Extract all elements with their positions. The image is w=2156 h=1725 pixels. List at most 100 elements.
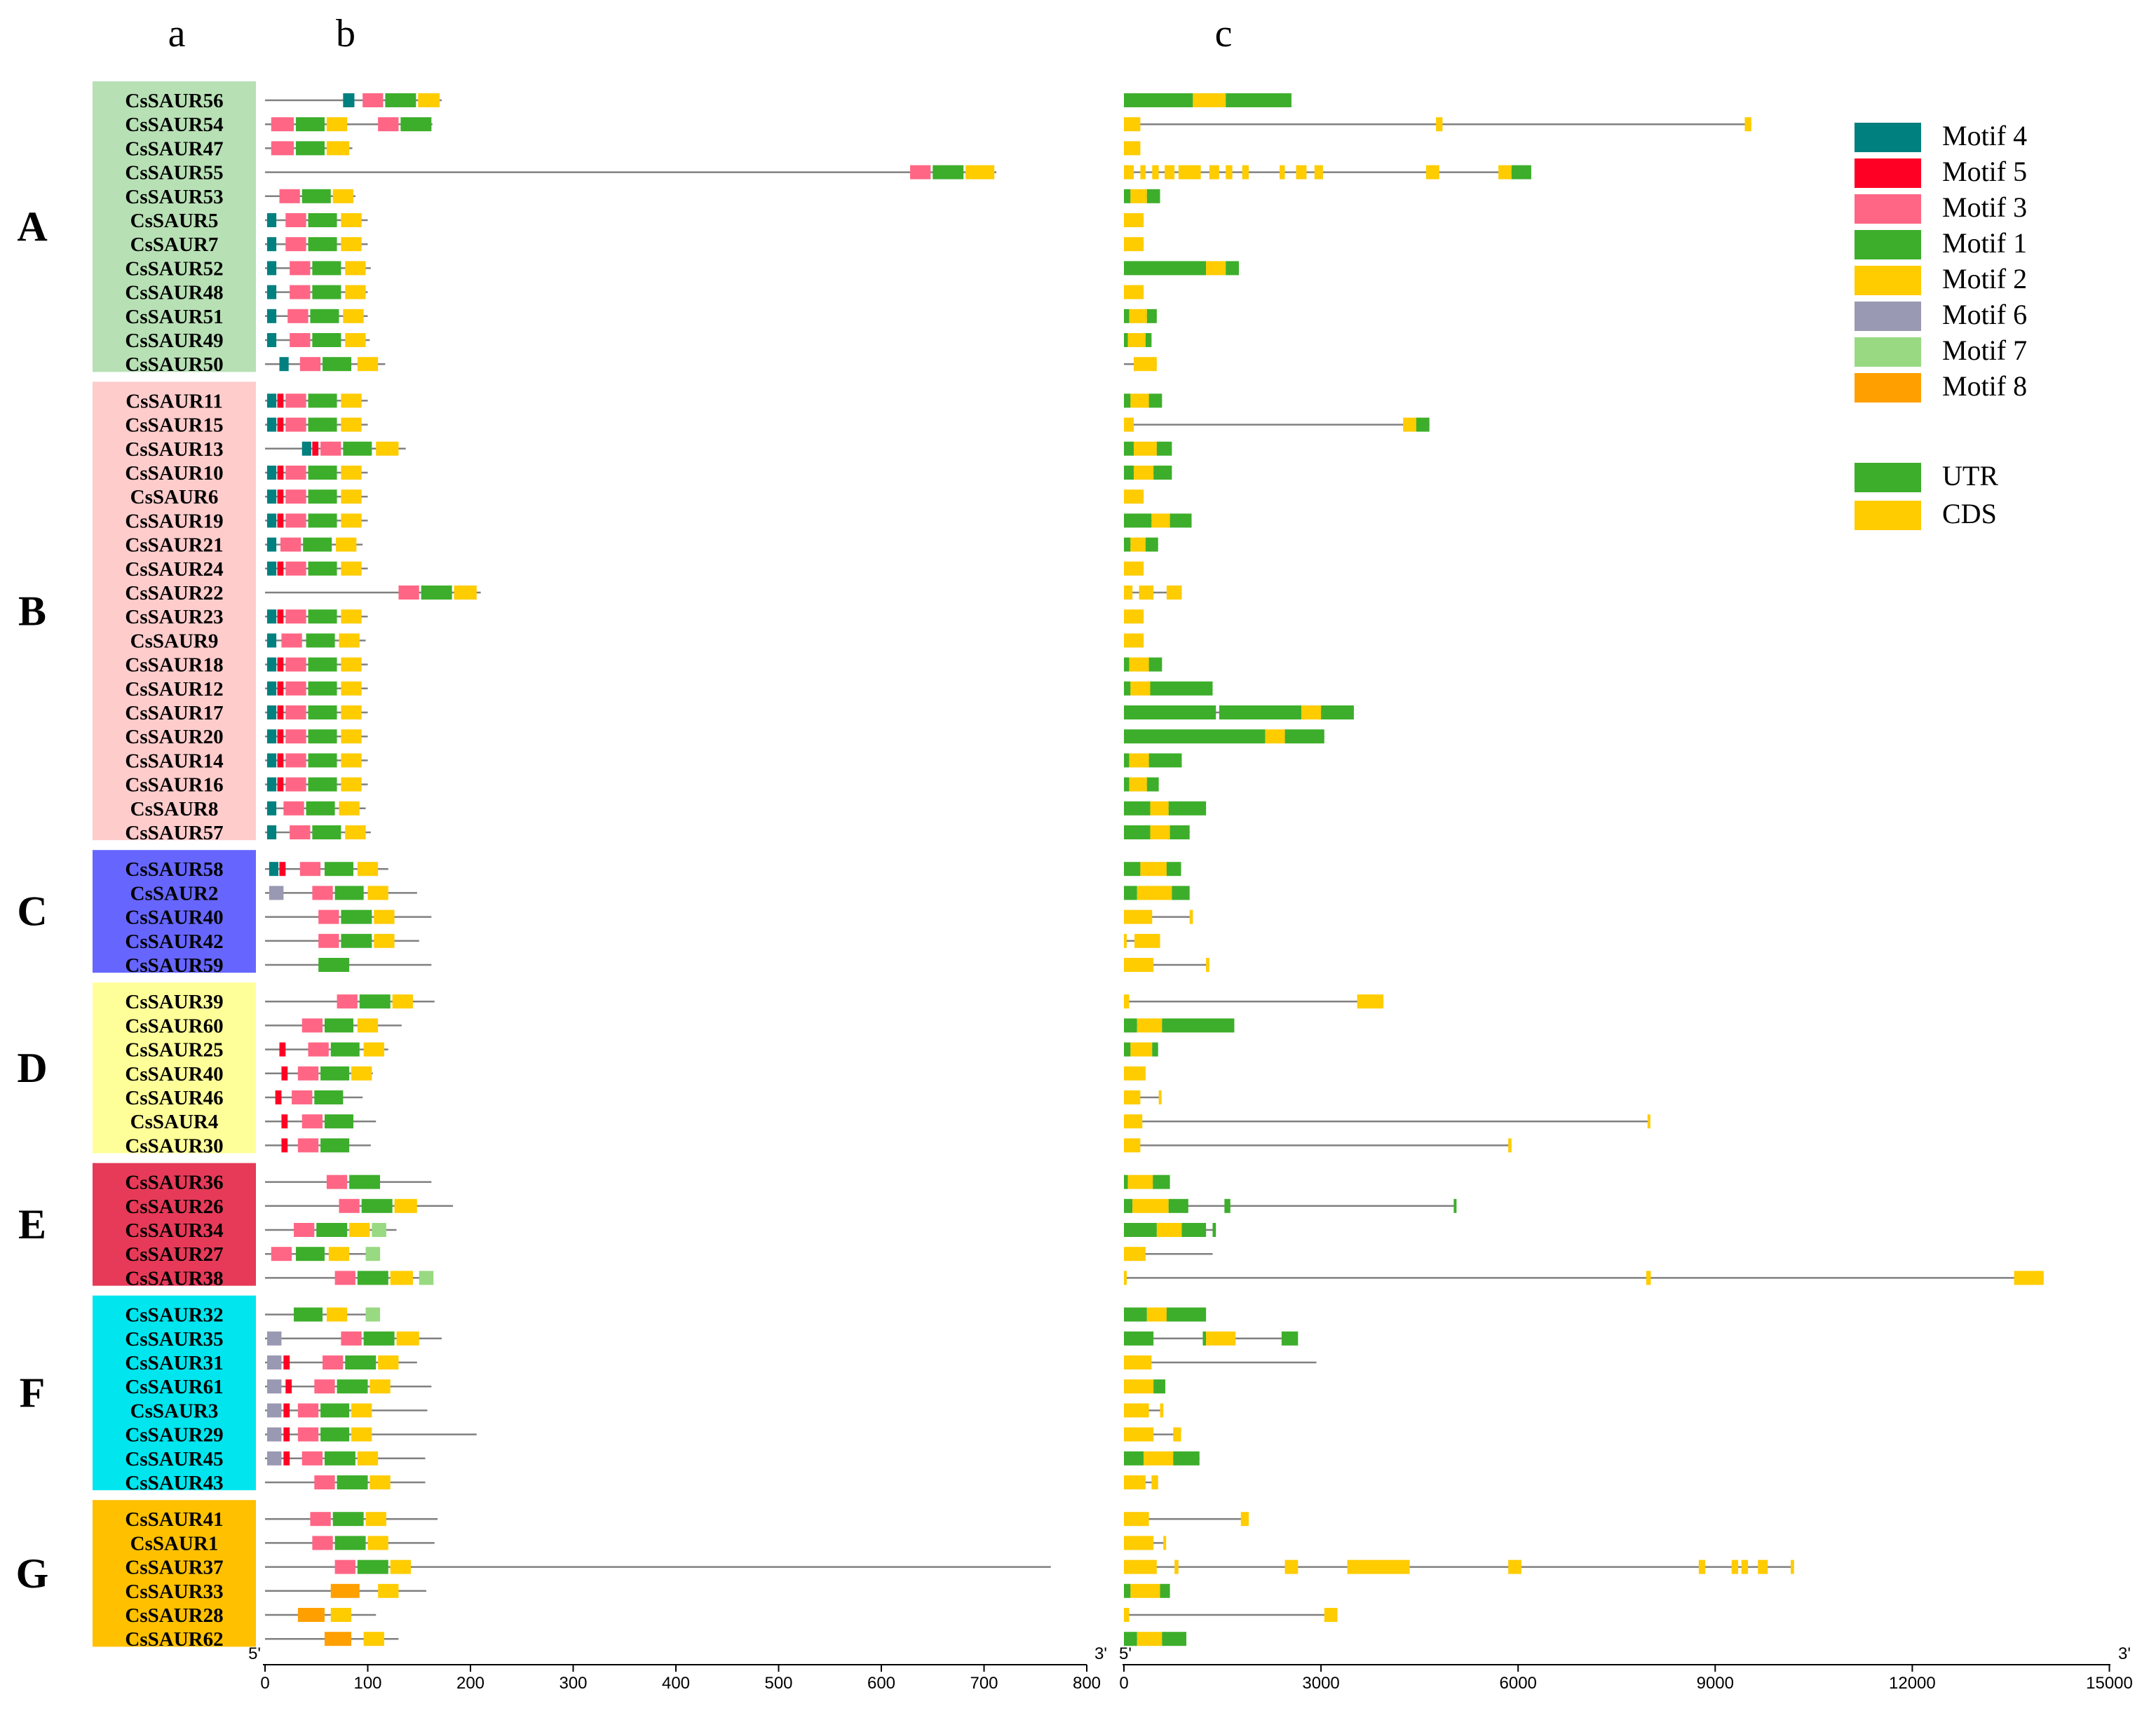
motif-2-block	[376, 441, 399, 456]
cds-block	[1124, 1512, 1149, 1527]
utr-block	[1146, 189, 1160, 203]
motif-4-block	[266, 681, 277, 696]
utr-block	[1511, 165, 1531, 180]
motif-1-block	[314, 1090, 344, 1104]
motif-1-block	[306, 801, 335, 816]
motif-1-block	[308, 729, 337, 744]
cds-block	[1124, 213, 1144, 227]
motif-track	[265, 441, 406, 456]
gene-track	[1124, 609, 1144, 624]
motif-4-block	[266, 333, 277, 347]
gene-name: CsSAUR46	[125, 1087, 223, 1109]
gene-track	[1124, 393, 1162, 408]
motif-track	[265, 1403, 428, 1418]
cds-block	[1130, 537, 1146, 552]
motif-axis-tick-label: 800	[1073, 1674, 1101, 1693]
motif-track	[265, 705, 368, 719]
motif-1-block	[334, 1536, 366, 1550]
cds-block	[1174, 1560, 1179, 1574]
motif-4-block	[266, 777, 277, 792]
legend-label-motif-8: Motif 8	[1942, 370, 2027, 402]
motif-5-block	[283, 1427, 290, 1442]
utr-block	[1124, 309, 1130, 323]
motif-3-block	[285, 393, 306, 408]
motif-4-block	[266, 537, 277, 552]
gene-name: CsSAUR39	[125, 991, 223, 1013]
utr-block	[1124, 189, 1131, 203]
motif-1-block	[933, 165, 964, 180]
motif-8-block	[324, 1632, 352, 1646]
gene-name: CsSAUR49	[125, 330, 223, 352]
motif-5-block	[277, 513, 284, 528]
motif-6-block	[269, 886, 284, 900]
gene-track	[1124, 633, 1144, 648]
motif-2-block	[341, 213, 362, 227]
motif-7-block	[372, 1223, 386, 1237]
motif-3-block	[312, 1536, 333, 1550]
utr-block	[1145, 333, 1152, 347]
motif-track	[265, 537, 363, 552]
motif-2-block	[349, 1223, 370, 1237]
group-label-B: B	[18, 588, 46, 634]
cds-block	[1124, 609, 1144, 624]
cds-block	[1124, 141, 1141, 156]
motif-1-block	[332, 1512, 364, 1527]
cds-block	[1129, 777, 1147, 792]
motif-3-block	[285, 237, 306, 252]
cds-block	[1284, 1560, 1299, 1574]
cds-block	[1758, 1560, 1768, 1574]
motif-1-block	[308, 777, 337, 792]
gene-track	[1124, 862, 1181, 877]
gene-name: CsSAUR48	[125, 282, 223, 304]
utr-block	[1124, 466, 1134, 480]
utr-block	[1153, 1379, 1166, 1394]
cds-block	[1127, 1175, 1153, 1189]
motif-3-block	[314, 1379, 335, 1394]
gene-name: CsSAUR47	[125, 137, 223, 160]
motif-3-block	[285, 561, 306, 576]
legend-swatch-motif-2	[1855, 266, 1921, 295]
gene-track	[1124, 1608, 1338, 1622]
motif-1-block	[324, 862, 353, 877]
gene-track	[1124, 489, 1144, 504]
gene-name: CsSAUR17	[125, 702, 223, 724]
motif-5-block	[281, 1114, 288, 1129]
cds-block	[1124, 958, 1154, 972]
motif-5-block	[279, 862, 286, 877]
motif-track	[265, 285, 368, 299]
utr-block	[1166, 1307, 1207, 1322]
cds-block	[1130, 393, 1149, 408]
gene-track	[1124, 886, 1190, 900]
motif-2-block	[369, 1379, 391, 1394]
cds-block	[1139, 586, 1154, 600]
motif-3-block	[301, 1018, 323, 1033]
utr-block	[1281, 1331, 1299, 1346]
gene-name: CsSAUR3	[130, 1400, 219, 1422]
motif-1-block	[301, 189, 331, 203]
motif-3-block	[326, 1175, 348, 1189]
motif-1-block	[337, 1475, 368, 1489]
gene-track	[1124, 705, 1354, 719]
cds-block	[1124, 909, 1153, 924]
motif-4-block	[266, 466, 277, 480]
motif-3-block	[285, 609, 306, 624]
motif-2-block	[341, 417, 362, 432]
motif-1-block	[294, 1307, 323, 1322]
motif-4-block	[269, 862, 279, 877]
cds-block	[1124, 1379, 1154, 1394]
motif-1-block	[341, 909, 372, 924]
cds-block	[1698, 1560, 1706, 1574]
cds-block	[1130, 1583, 1160, 1598]
cds-block	[1134, 466, 1154, 480]
motif-track	[265, 1307, 381, 1322]
cds-block	[1129, 309, 1147, 323]
gene-track	[1124, 1114, 1650, 1129]
cds-block	[1124, 489, 1144, 504]
gene-axis-tick-label: 9000	[1697, 1674, 1734, 1693]
motif-track	[265, 1632, 399, 1646]
cds-block	[1124, 285, 1144, 299]
motif-4-block	[266, 825, 277, 839]
motif-1-block	[357, 1560, 388, 1574]
cds-block	[1134, 357, 1157, 372]
panel-label-c: c	[1215, 12, 1233, 55]
